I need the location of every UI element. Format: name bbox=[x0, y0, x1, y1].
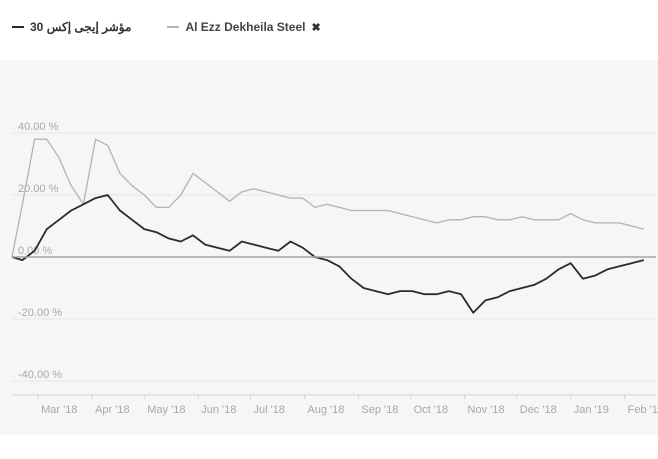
legend-swatch-egx30 bbox=[12, 26, 24, 28]
plot-area bbox=[0, 60, 658, 435]
x-tick-label: Apr '18 bbox=[95, 404, 130, 416]
y-tick-label: 40.00 % bbox=[18, 121, 59, 133]
chart-legend: مؤشر إيجى إكس 30 Al Ezz Dekheila Steel ✖ bbox=[12, 16, 321, 38]
series-line-ezz-steel bbox=[11, 138, 644, 258]
legend-item-egx30[interactable]: مؤشر إيجى إكس 30 bbox=[12, 20, 131, 34]
legend-item-ezz-steel[interactable]: Al Ezz Dekheila Steel ✖ bbox=[167, 20, 321, 34]
y-tick-label: -20.00 % bbox=[18, 307, 62, 319]
y-tick-label: -40.00 % bbox=[18, 369, 62, 381]
x-tick-label: Jan '19 bbox=[574, 404, 609, 416]
legend-label-ezz-steel: Al Ezz Dekheila Steel bbox=[185, 20, 306, 34]
x-tick-label: Nov '18 bbox=[468, 404, 505, 416]
series-line-egx30 bbox=[11, 194, 645, 314]
legend-swatch-ezz-steel bbox=[167, 26, 180, 28]
legend-label-egx30: مؤشر إيجى إكس 30 bbox=[30, 20, 132, 34]
x-tick-label: May '18 bbox=[147, 404, 185, 416]
x-tick-label: Mar '18 bbox=[41, 404, 77, 416]
x-tick-label: Dec '18 bbox=[520, 404, 557, 416]
x-tick-label: Oct '18 bbox=[414, 404, 449, 416]
x-tick-label: Jul '18 bbox=[253, 404, 284, 416]
y-tick-label: 20.00 % bbox=[18, 183, 59, 195]
x-tick-label: Sep '18 bbox=[361, 404, 398, 416]
close-x-icon[interactable]: ✖ bbox=[311, 21, 321, 34]
x-tick-label: Aug '18 bbox=[307, 404, 344, 416]
x-tick-label: Jun '18 bbox=[201, 404, 236, 416]
x-tick-label: Feb '19 bbox=[628, 404, 658, 416]
